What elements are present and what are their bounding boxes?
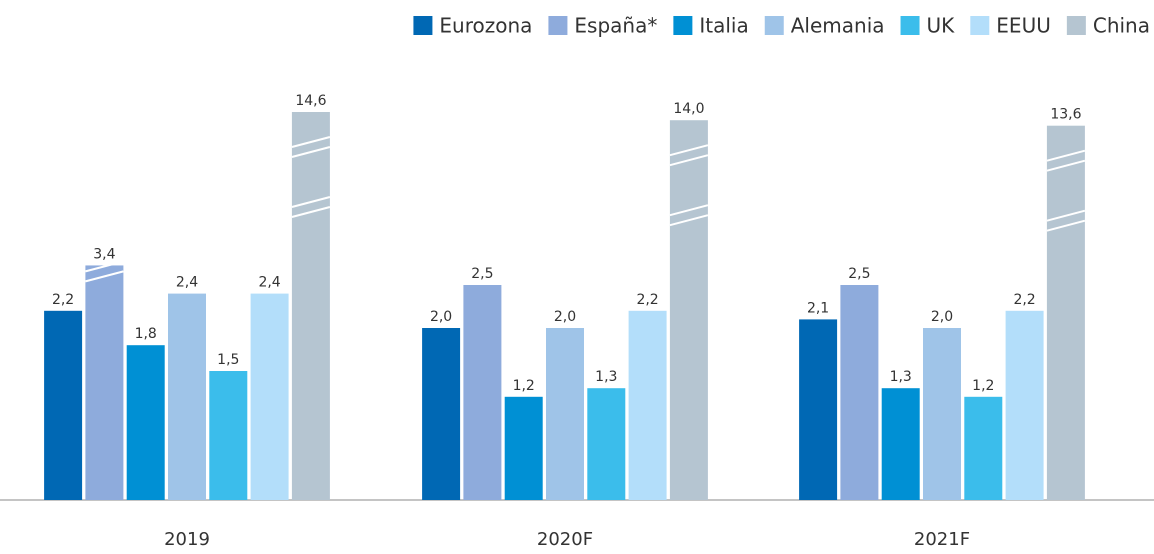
value-label: 2,0 (554, 309, 576, 325)
legend-label: Eurozona (439, 14, 532, 38)
axis-break (291, 206, 331, 218)
axis-break (669, 154, 709, 167)
value-label: 1,3 (890, 369, 912, 385)
value-label: 1,5 (217, 352, 239, 368)
bar (126, 345, 165, 500)
bar (840, 285, 879, 500)
axis-break (85, 260, 124, 273)
legend: Eurozona España* Italia Alemania UK EEUU China (413, 14, 1150, 38)
x-tick-label: 2020F (537, 529, 593, 550)
bar (463, 285, 502, 500)
axis-break (669, 214, 709, 227)
bar (291, 112, 330, 500)
axis-break (1046, 159, 1086, 172)
bar (504, 396, 543, 500)
axis-break (669, 144, 709, 157)
value-label: 2,2 (636, 292, 658, 308)
x-tick-label: 2021F (914, 529, 970, 550)
bar (422, 328, 461, 500)
bar (881, 388, 920, 500)
bar (44, 310, 83, 500)
value-label: 14,6 (295, 93, 326, 109)
legend-label: Alemania (791, 14, 885, 38)
value-label: 2,5 (471, 266, 493, 282)
axis-break (1046, 149, 1086, 162)
value-label: 2,0 (430, 309, 452, 325)
legend-label: Italia (699, 14, 748, 38)
bar (209, 371, 248, 500)
value-label: 2,4 (176, 275, 198, 291)
x-tick-label: 2019 (164, 529, 210, 550)
value-label: 2,0 (931, 309, 953, 325)
axis-break (291, 196, 331, 208)
legend-label: EEUU (996, 14, 1051, 38)
value-label: 2,4 (258, 275, 280, 291)
legend-label: España* (574, 14, 657, 38)
axis-break (1046, 219, 1086, 232)
bar (1005, 310, 1044, 500)
legend-swatch (764, 16, 784, 35)
axis-break (669, 204, 709, 217)
legend-swatch (548, 16, 568, 35)
legend-swatch (900, 16, 920, 35)
bar (250, 293, 289, 500)
legend-swatch (970, 16, 990, 35)
legend-label: China (1093, 14, 1150, 38)
legend-swatch (1066, 16, 1086, 35)
legend-swatch (413, 16, 433, 35)
bar (628, 310, 667, 500)
value-label: 2,1 (807, 300, 829, 316)
value-label: 1,2 (513, 378, 535, 394)
bar (799, 319, 838, 500)
legend-label: UK (927, 14, 956, 38)
value-label: 2,2 (1013, 292, 1035, 308)
value-label: 13,6 (1050, 107, 1081, 123)
value-label: 3,4 (93, 246, 115, 262)
axis-break (85, 270, 124, 283)
bar (923, 328, 961, 500)
bar (168, 293, 206, 500)
value-label: 1,3 (595, 369, 617, 385)
axis-break (291, 146, 331, 158)
bar (546, 328, 584, 500)
value-label: 1,2 (972, 378, 994, 394)
bar (1046, 125, 1085, 500)
value-label: 2,2 (52, 292, 74, 308)
axis-break (291, 136, 331, 148)
bar (85, 265, 124, 500)
value-label: 2,5 (848, 266, 870, 282)
axis-break (1046, 209, 1086, 222)
bar (669, 120, 708, 500)
value-label: 14,0 (673, 101, 704, 117)
value-label: 1,8 (135, 326, 157, 342)
bar (964, 396, 1003, 500)
bar (587, 388, 626, 500)
legend-swatch (673, 16, 693, 35)
